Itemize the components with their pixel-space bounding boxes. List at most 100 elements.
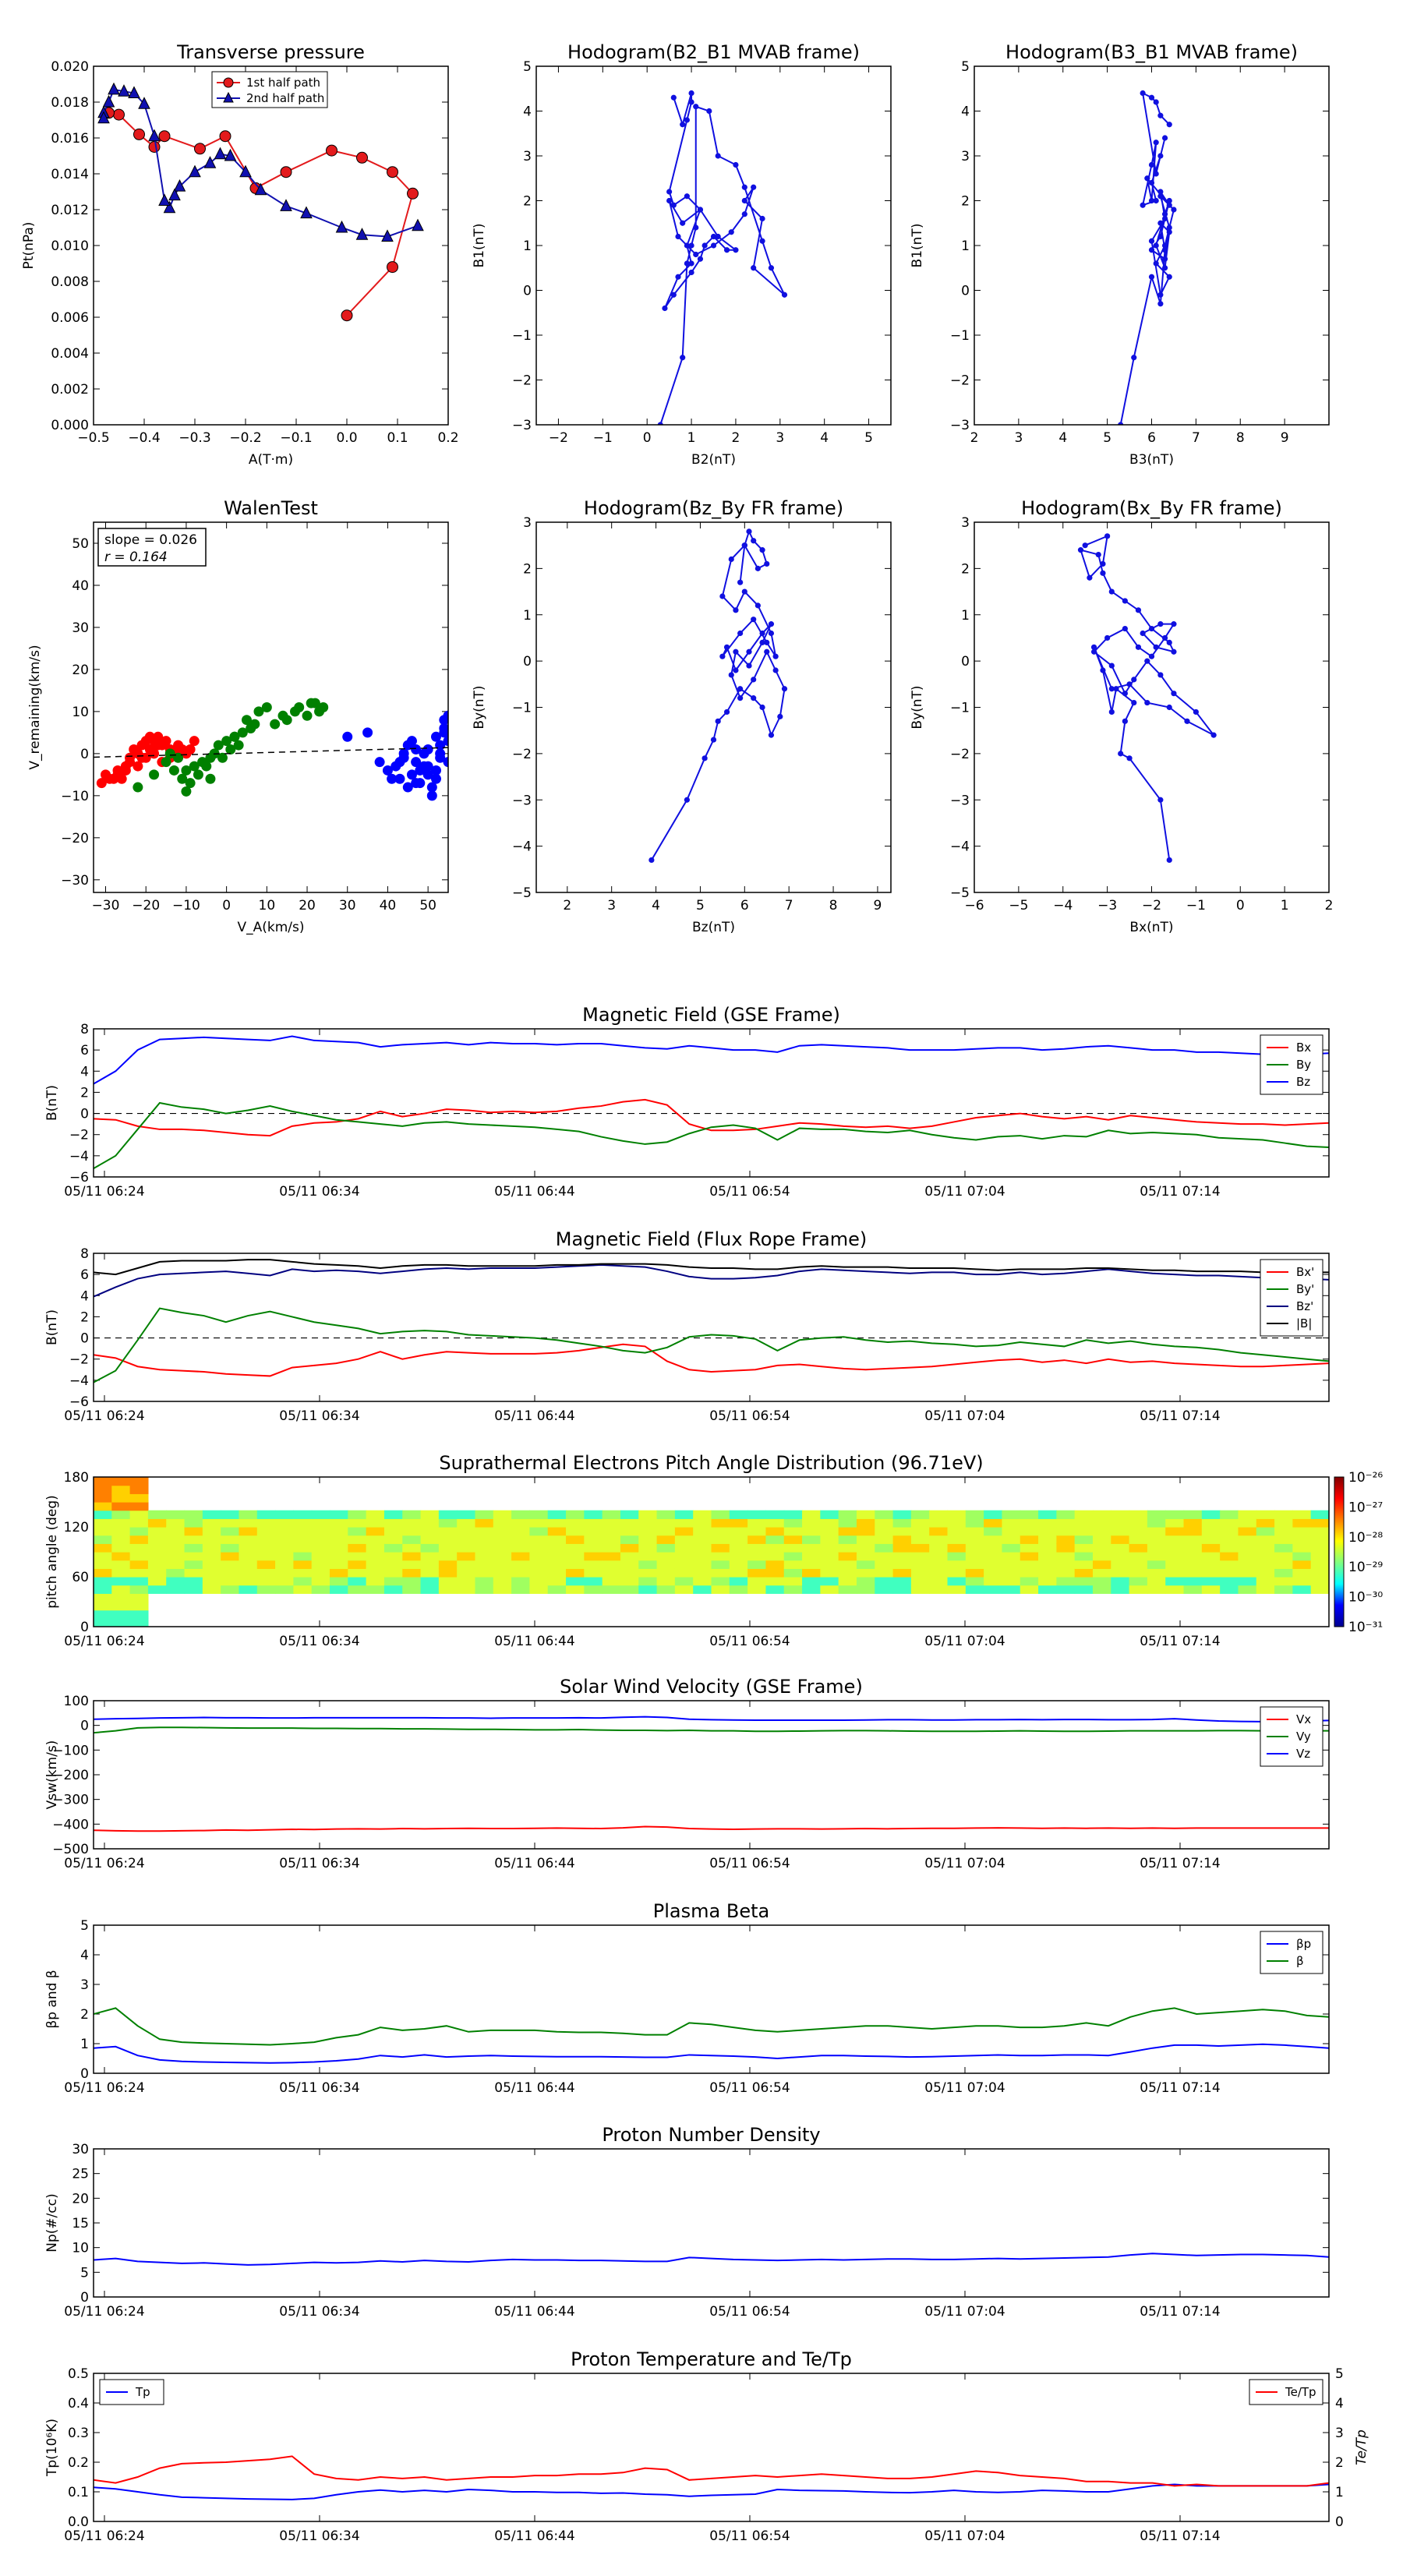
x-tick-label: 0 (1236, 898, 1245, 913)
heatmap-cell (1256, 1535, 1275, 1544)
x-tick-label: −10 (172, 898, 200, 913)
legend-label: Vx (1296, 1712, 1311, 1726)
heatmap-cell (947, 1585, 967, 1594)
data-point (1157, 672, 1164, 678)
y-tick-label: 0.2 (68, 2455, 89, 2471)
data-point (1104, 634, 1111, 641)
heatmap-cell (94, 1485, 112, 1494)
heatmap-cell (1292, 1577, 1312, 1586)
heatmap-cell (1183, 1535, 1203, 1544)
heatmap-cell (802, 1568, 821, 1578)
heatmap-cell (820, 1535, 839, 1544)
data-point (741, 197, 747, 204)
heatmap-cell (1002, 1552, 1021, 1561)
legend-marker (223, 91, 234, 103)
series-line-Te/Tp (94, 2455, 1329, 2487)
hodo-bzby-ylabel: By(nT) (472, 685, 487, 729)
heatmap-cell (383, 1585, 403, 1594)
data-point (407, 187, 419, 200)
y-tick-label: 2 (523, 194, 532, 210)
x-tick-label: 20 (299, 898, 316, 913)
data-point (723, 247, 730, 253)
data-point (113, 108, 125, 121)
y-tick-label: −300 (52, 1793, 89, 1808)
heatmap-cell (293, 1518, 313, 1528)
y-tick-label: −2 (950, 747, 970, 762)
heatmap-cell (330, 1543, 348, 1553)
heatmap-cell (239, 1543, 258, 1553)
data-point (759, 238, 765, 244)
heatmap-cell (1310, 1585, 1329, 1594)
heatmap-cell (656, 1543, 676, 1553)
heatmap-cell (129, 1493, 149, 1503)
heatmap-cell (1292, 1560, 1312, 1569)
heatmap-cell (511, 1577, 531, 1586)
heatmap-cell (674, 1585, 694, 1594)
heatmap-cell (256, 1552, 276, 1561)
x-tick-label: 40 (380, 898, 397, 913)
heatmap-cell (1310, 1535, 1329, 1544)
heatmap-cell (1201, 1527, 1221, 1536)
heatmap-cell (965, 1527, 984, 1536)
heatmap-cell (147, 1535, 167, 1544)
data-point (168, 188, 181, 201)
y-tick-label: −200 (52, 1768, 89, 1783)
heatmap-cell (910, 1543, 930, 1553)
heatmap-cell (166, 1552, 186, 1561)
heatmap-cell (1310, 1552, 1329, 1561)
data-point (764, 560, 770, 567)
transverse-pressure-panel: Transverse pressure −0.5 −0.4 −0.3 −0.2 −0.1 0… (21, 41, 459, 468)
scatter-point (318, 702, 329, 712)
heatmap-cell (656, 1518, 676, 1528)
heatmap-cell (1092, 1535, 1111, 1544)
heatmap-cell (965, 1543, 984, 1553)
data-point (1144, 658, 1150, 664)
heatmap-cell (184, 1527, 203, 1536)
heatmap-cell (820, 1510, 839, 1519)
heatmap-cell (1274, 1527, 1293, 1536)
y-tick-label: 2 (961, 561, 970, 577)
y-tick-label: 0.1 (68, 2485, 89, 2500)
heatmap-cell (1056, 1543, 1076, 1553)
heatmap-cell (602, 1577, 621, 1586)
scatter-point (133, 761, 143, 772)
heatmap-cell (256, 1527, 276, 1536)
time-tick-label: 05/11 06:24 (64, 2080, 144, 2096)
data-point (684, 797, 690, 803)
heatmap-cell (94, 1535, 112, 1544)
heatmap-cell (1092, 1518, 1111, 1528)
heatmap-cell (747, 1552, 767, 1561)
heatmap-cell (1310, 1560, 1329, 1569)
data-point (777, 713, 783, 719)
y-tick-label: −1 (950, 328, 970, 344)
y-tick-label: 0.010 (51, 239, 89, 254)
heatmap-cell (1238, 1543, 1257, 1553)
heatmap-cell (293, 1543, 313, 1553)
heatmap-cell (1238, 1560, 1257, 1569)
heatmap-cell (1074, 1560, 1094, 1569)
x-tick-label: −0.2 (229, 430, 261, 446)
y-tick-label: −2 (512, 747, 532, 762)
data-point (772, 667, 779, 673)
hodo-bxby-panel: Hodogram(Bx_By FR frame)−6 −5 −4 −3 −2 −1 0 1 2−… (910, 497, 1333, 935)
axes-frame (93, 1700, 1330, 1850)
y-tick-label: 0 (80, 2290, 89, 2306)
time-tick-label: 05/11 06:24 (64, 1408, 144, 1424)
heatmap-cell (620, 1585, 639, 1594)
heatmap-cell (529, 1577, 549, 1586)
mag-fr-title: Magnetic Field (Flux Rope Frame) (556, 1228, 867, 1250)
heatmap-cell (1002, 1560, 1021, 1569)
data-point (214, 147, 227, 160)
time-tick-label: 05/11 06:54 (709, 2528, 790, 2544)
series-line-1 (103, 88, 419, 238)
heatmap-cell (1274, 1552, 1293, 1561)
walen-test-xlabel: V_A(km/s) (237, 920, 304, 935)
series-line-β (94, 2007, 1329, 2046)
time-tick-label: 05/11 07:04 (924, 1634, 1005, 1649)
heatmap-cell (1220, 1535, 1239, 1544)
heatmap-cell (293, 1585, 313, 1594)
data-point (1122, 625, 1128, 632)
heatmap-cell (1147, 1552, 1166, 1561)
heatmap-cell (221, 1510, 240, 1519)
y-tick-label: −6 (69, 1394, 89, 1410)
